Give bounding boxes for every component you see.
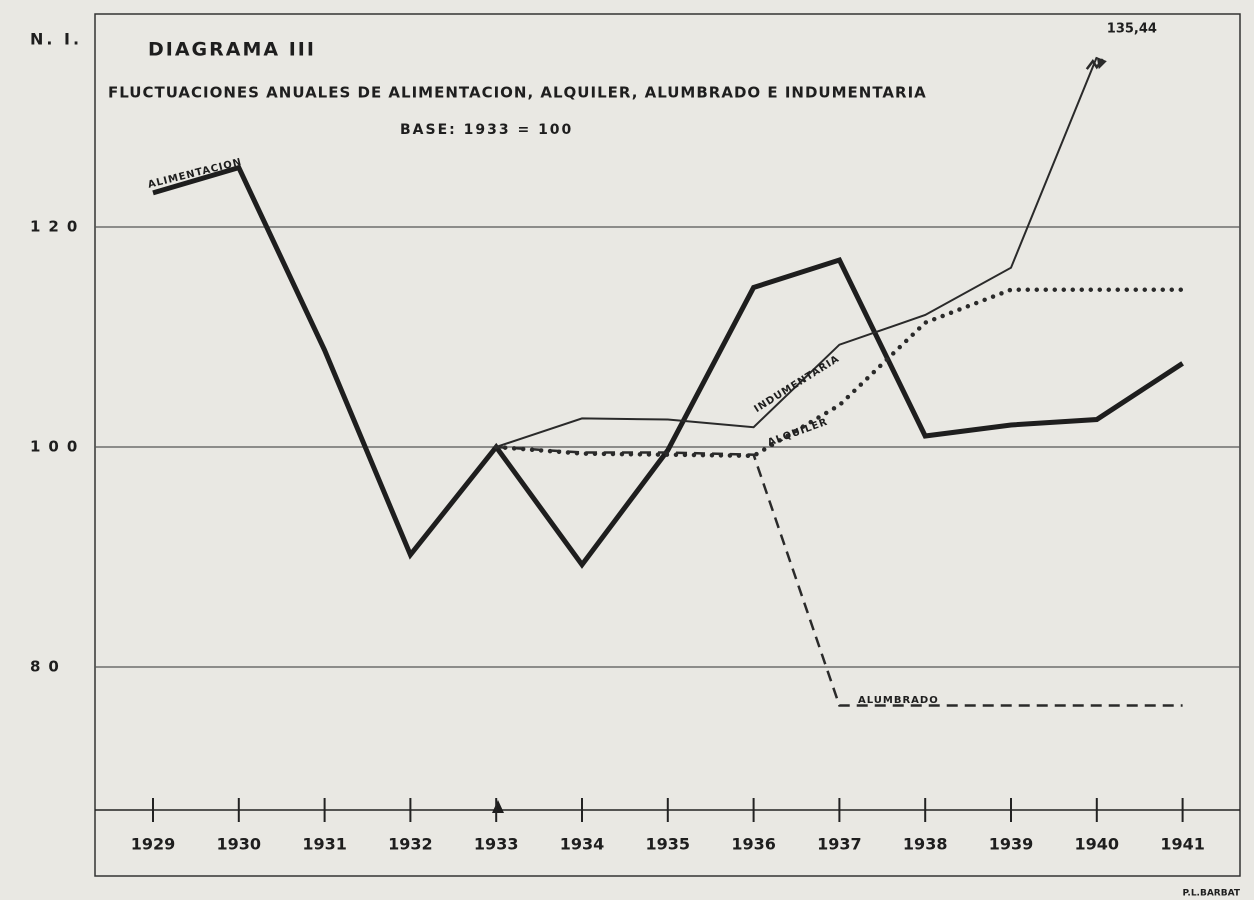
x-tick-label: 1940 [1075, 835, 1120, 854]
series-label: ALUMBRADO [858, 695, 939, 706]
x-tick-label: 1937 [817, 835, 862, 854]
base-marker [492, 800, 504, 813]
x-tick-label: 1936 [731, 835, 776, 854]
x-tick-label: 1941 [1160, 835, 1205, 854]
arrow-head [1096, 57, 1107, 70]
x-tick-label: 1939 [989, 835, 1034, 854]
y-tick-label: 100 [30, 438, 85, 456]
credit: P.L.BARBAT [1182, 889, 1240, 899]
x-tick-label: 1930 [217, 835, 262, 854]
value-label: 135,44 [1107, 22, 1157, 37]
y-axis-label: N. I. [30, 30, 82, 49]
x-tick-label: 1929 [131, 835, 176, 854]
series-line [496, 445, 1183, 707]
x-tick-label: 1935 [646, 835, 691, 854]
series-line [495, 56, 1098, 448]
chart-subtitle: FLUCTUACIONES ANUALES DE ALIMENTACION, A… [108, 84, 927, 102]
x-tick-label: 1938 [903, 835, 948, 854]
y-tick-label: 120 [30, 218, 85, 236]
y-tick-label: 80 [30, 658, 67, 676]
base-note: BASE: 1933 = 100 [400, 122, 573, 138]
frame [94, 13, 1241, 877]
series-line [152, 164, 1184, 569]
x-tick-label: 1932 [388, 835, 433, 854]
x-tick-label: 1934 [560, 835, 605, 854]
x-tick-label: 1933 [474, 835, 519, 854]
chart-title: DIAGRAMA III [148, 39, 316, 61]
x-tick-label: 1931 [302, 835, 347, 854]
